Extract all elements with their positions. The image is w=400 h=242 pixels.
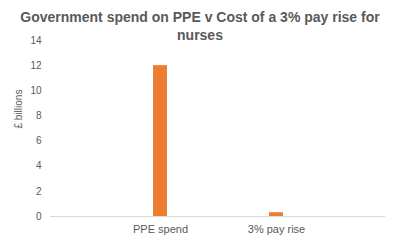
svg-text:2: 2: [36, 186, 42, 197]
svg-text:14: 14: [30, 35, 42, 46]
svg-text:10: 10: [30, 85, 42, 96]
svg-text:4: 4: [36, 160, 42, 171]
svg-text:8: 8: [36, 110, 42, 121]
svg-text:0: 0: [36, 211, 42, 222]
svg-text:12: 12: [30, 60, 42, 71]
svg-text:3% pay rise: 3% pay rise: [248, 223, 305, 235]
svg-text:£ billions: £ billions: [13, 90, 24, 129]
svg-text:PPE spend: PPE spend: [133, 223, 188, 235]
svg-text:6: 6: [36, 135, 42, 146]
